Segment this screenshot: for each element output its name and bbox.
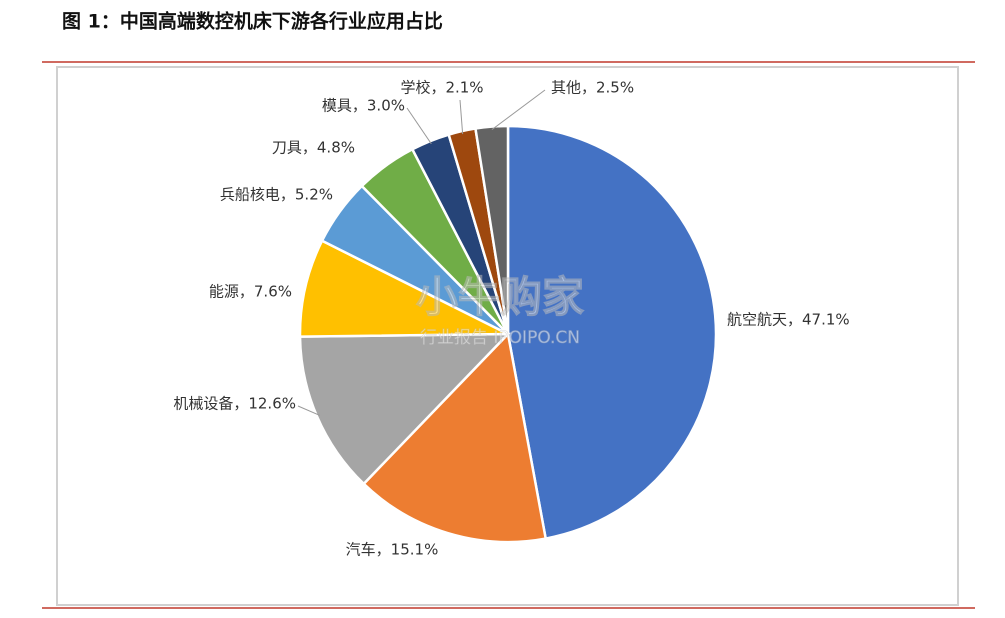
leader-line [491, 89, 546, 131]
data-label: 航空航天，47.1% [727, 311, 850, 329]
pie-slice [506, 124, 718, 541]
data-label: 刀具，4.8% [272, 139, 355, 157]
pie-slice [361, 331, 548, 544]
data-label: 能源，7.6% [209, 283, 292, 301]
watermark-text: 小牛购家 [416, 273, 584, 322]
leader-line [406, 107, 432, 145]
figure-title: 图 1：中国高端数控机床下游各行业应用占比 [62, 10, 443, 33]
data-label: 模具，3.0% [322, 97, 405, 115]
pie-slice [298, 239, 509, 338]
data-label: 其他，2.5% [551, 79, 634, 97]
leader-line [297, 405, 321, 416]
chart-frame [56, 66, 959, 606]
data-label: 学校，2.1% [400, 79, 483, 97]
pie: 航空航天，47.1% 汽车，15.1% 机械设备，12.6% 能源，7.6% 兵船核电，… [173, 79, 849, 559]
watermark: 小牛购家 行业报告 IPOIPO.CN [415, 272, 584, 348]
leader-line [459, 99, 464, 135]
data-label: 机械设备，12.6% [173, 395, 296, 413]
pie-slice [474, 124, 510, 335]
data-label: 兵船核电，5.2% [220, 186, 333, 204]
watermark-subtext: 行业报告 IPOIPO.CN [420, 328, 580, 348]
pie-slice [298, 332, 511, 486]
data-label: 汽车，15.1% [346, 541, 439, 559]
